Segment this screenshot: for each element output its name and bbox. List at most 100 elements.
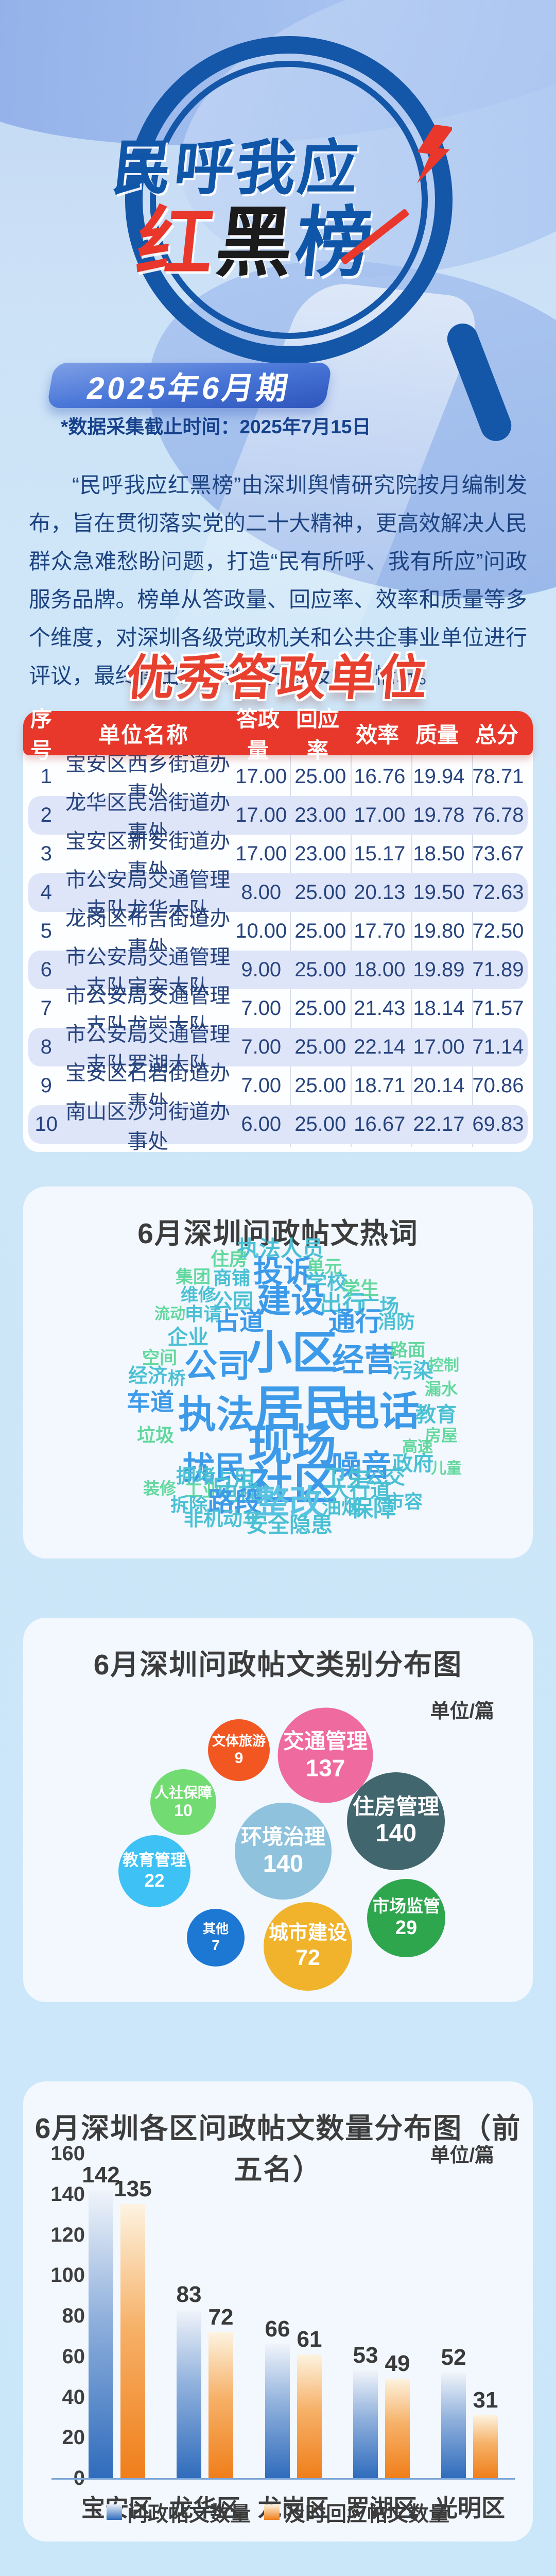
bubble-value: 29: [395, 1917, 418, 1939]
hotword: 公司: [184, 1347, 250, 1384]
table-cell: 22.17: [413, 1113, 465, 1136]
table-cell: 市公安局交通管理支队罗湖大队: [65, 1023, 231, 1076]
bubble-label: 城市建设: [268, 1922, 347, 1944]
table-row: 9 宝安区石岩街道办事处 7.00 25.00 18.71 20.14 70.86: [28, 1062, 528, 1114]
table-row: 1 宝安区西乡街道办事处 17.00 25.00 16.76 19.94 78.71: [28, 753, 528, 805]
brand-char: 红: [132, 200, 221, 285]
bar-value-label: 135: [114, 2176, 152, 2202]
hotword: 教育: [415, 1403, 457, 1426]
x-axis-line: [51, 2478, 515, 2480]
table-cell: 17.70: [354, 920, 406, 942]
hotword: 投诉: [253, 1255, 314, 1289]
brand-title-line2: 红黑榜: [132, 180, 382, 291]
bubble-value: 10: [174, 1801, 193, 1820]
category-bubble: 环境治理 140: [235, 1803, 332, 1900]
table-cell: 71.89: [472, 958, 524, 981]
bar-ask: [177, 2310, 201, 2478]
table-cell: 19.78: [413, 804, 465, 826]
bubble-label: 教育管理: [123, 1851, 186, 1870]
y-axis-tick-label: 20: [62, 2426, 85, 2449]
hotword: 房屋: [424, 1426, 458, 1445]
bubble-label: 人社保障: [154, 1784, 212, 1801]
category-chart-card: 6月深圳问政帖文类别分布图 单位/篇 文体旅游 9 交通管理 137 人社保障 10 住房管…: [23, 1618, 533, 2002]
table-cell: 78.71: [472, 765, 524, 788]
table-cell: 15.17: [354, 842, 406, 865]
hotword: 路段: [207, 1487, 262, 1517]
district-chart-title: 6月深圳各区问政帖文数量分布图（前五名）: [34, 2112, 522, 2185]
hotword: 社区: [249, 1460, 338, 1509]
table-cell: 25.00: [294, 1036, 346, 1058]
hotword: 占道: [214, 1308, 265, 1335]
bubble-label: 文体旅游: [212, 1733, 266, 1749]
table-cell: 19.89: [413, 958, 465, 981]
hotword: 企业: [167, 1326, 208, 1349]
unit-label: 单位/篇: [430, 1701, 494, 1722]
table-cell: 1: [40, 765, 52, 788]
category-bubble: 市场监管 29: [367, 1879, 445, 1957]
table-cell: 18.00: [354, 958, 406, 981]
magnifier-handle: [442, 319, 516, 446]
table-cell: 23.00: [294, 842, 346, 865]
table-cell: 16.76: [354, 765, 406, 788]
table-row: 7 市公安局交通管理支队龙岗大队 7.00 25.00 21.43 18.14 71.57: [28, 985, 528, 1037]
bar-ask: [441, 2372, 466, 2478]
bubble-value: 9: [234, 1749, 244, 1767]
hotword: 噪音: [331, 1449, 392, 1483]
table-cell: 6: [40, 958, 52, 981]
bar-ask: [89, 2190, 113, 2478]
hotword: 申请: [184, 1303, 222, 1325]
bar-value-label: 31: [473, 2387, 498, 2413]
table-cell: 17.00: [235, 765, 287, 788]
bubble-label: 交通管理: [283, 1729, 368, 1753]
hotword: 经营: [332, 1343, 396, 1378]
table-cell: 72.63: [472, 881, 524, 904]
table-cell: 龙华区民治街道办事处: [65, 791, 231, 844]
legend-item: 及时回应帖文数量: [264, 2497, 449, 2527]
y-axis-tick-label: 160: [50, 2142, 85, 2165]
legend-swatch: [107, 2504, 122, 2520]
bubble-label: 市场监管: [372, 1896, 440, 1916]
y-axis-tick-label: 140: [50, 2182, 85, 2206]
table-header-row: 序号 单位名称 答政量 回应率 效率 质量 总分: [23, 707, 533, 762]
hotword: 消防: [377, 1311, 415, 1332]
table-header-cell: 答政量: [236, 707, 280, 762]
hotword: 电梯: [216, 1481, 260, 1505]
category-bubble: 交通管理 137: [277, 1707, 373, 1803]
table-header-cell: 单位名称: [98, 722, 189, 747]
hotword: 高速: [402, 1438, 433, 1455]
hotword: 执法: [178, 1393, 254, 1436]
bar-value-label: 83: [176, 2282, 202, 2308]
bubble-value: 22: [144, 1870, 165, 1891]
bar-value-label: 49: [385, 2351, 410, 2377]
bar-value-label: 142: [82, 2162, 120, 2188]
lightning-icon: [417, 125, 452, 184]
hotword: 单元: [307, 1257, 342, 1277]
hotword: 市容: [385, 1491, 423, 1512]
hotword: 非机动车: [183, 1509, 263, 1530]
table-cell: 25.00: [294, 881, 346, 904]
x-axis-category-label: 光明区: [434, 2495, 505, 2521]
table-cell: 19.80: [413, 920, 465, 942]
bar-reply: [297, 2354, 322, 2478]
table-cell: 25.00: [294, 765, 346, 788]
table-header-cell: 回应率: [296, 707, 339, 762]
hotword: 公园: [212, 1290, 253, 1313]
hotword: 漏水: [424, 1380, 458, 1398]
table-cell: 70.86: [472, 1074, 524, 1097]
category-bubble: 住房管理 140: [347, 1772, 445, 1870]
hotword: 儿童: [431, 1460, 462, 1477]
hotword: 流动: [154, 1306, 185, 1323]
table-cell: 76.78: [472, 804, 524, 826]
bubble-label: 其他: [202, 1921, 229, 1936]
category-bubble: 其他 7: [187, 1909, 245, 1967]
hotword: 居民: [254, 1382, 353, 1437]
word-cloud: 执法人员 住房 投诉 单元 集团 商铺 学校 学生 维修 公园 建设 出行 广场 流动 申请 占道 通行 消防 企业…: [44, 1236, 512, 1548]
table-cell: 25.00: [294, 958, 346, 981]
table-cell: 18.14: [413, 997, 465, 1020]
table-cell: 18.50: [413, 842, 465, 865]
table-cell: 6.00: [241, 1113, 282, 1136]
bar-ask: [265, 2344, 290, 2478]
hotword: 车道: [127, 1388, 174, 1415]
table-cell: 73.67: [472, 842, 524, 865]
hotword: 占用: [211, 1467, 255, 1491]
